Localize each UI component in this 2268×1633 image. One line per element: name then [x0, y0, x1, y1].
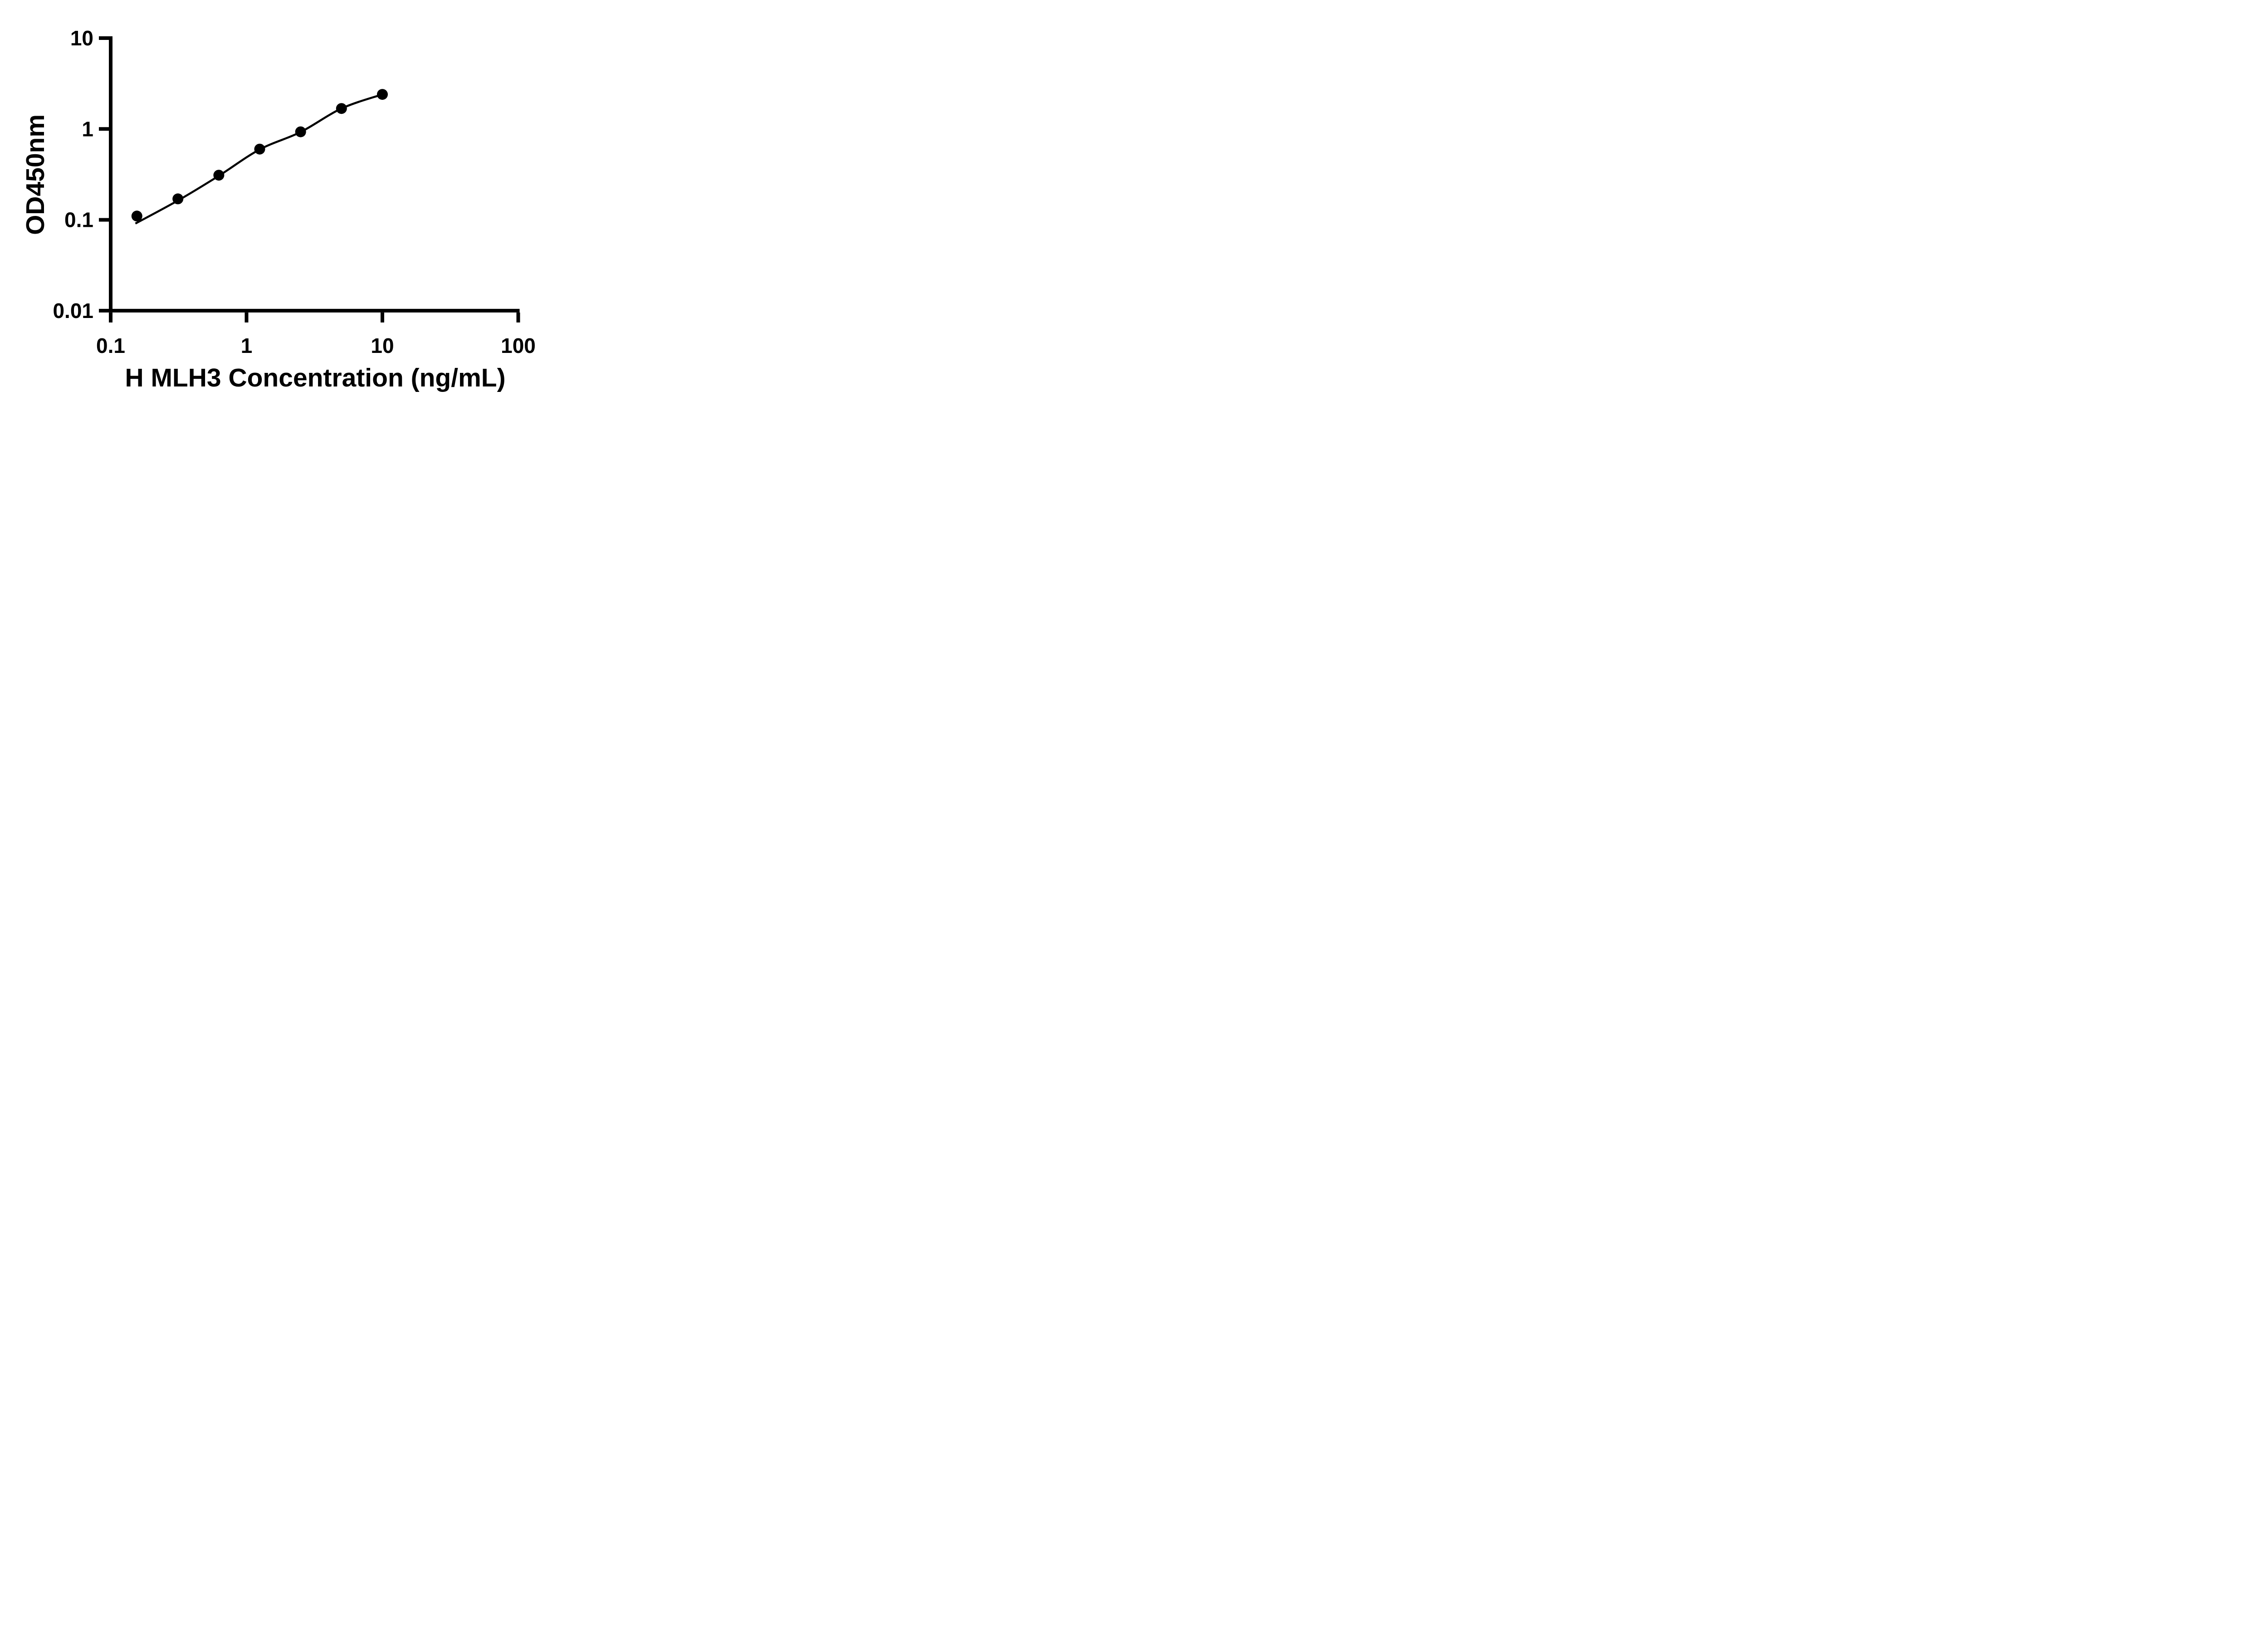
- y-tick-label: 0.1: [64, 208, 93, 232]
- data-point: [377, 89, 388, 100]
- x-tick-label: 1: [241, 334, 253, 357]
- data-point: [295, 126, 306, 137]
- x-tick-label: 10: [371, 334, 394, 357]
- data-point: [213, 170, 225, 181]
- figure: 0.01 0.1 1 10 0.1 1 10 100 OD450nm H MLH3 Conce…: [0, 0, 581, 408]
- x-tick-label: 0.1: [96, 334, 125, 357]
- data-point: [254, 143, 265, 155]
- data-point: [131, 210, 142, 222]
- y-axis-title: OD450nm: [21, 114, 50, 235]
- data-point: [172, 193, 184, 205]
- x-axis-title: H MLH3 Concentration (ng/mL): [125, 363, 505, 392]
- fit-curve: [135, 93, 383, 225]
- x-tick-label: 100: [501, 334, 536, 357]
- y-tick-label: 10: [70, 26, 93, 50]
- data-point: [336, 103, 347, 114]
- y-tick-label: 1: [82, 117, 93, 141]
- y-tick-label: 0.01: [53, 299, 93, 323]
